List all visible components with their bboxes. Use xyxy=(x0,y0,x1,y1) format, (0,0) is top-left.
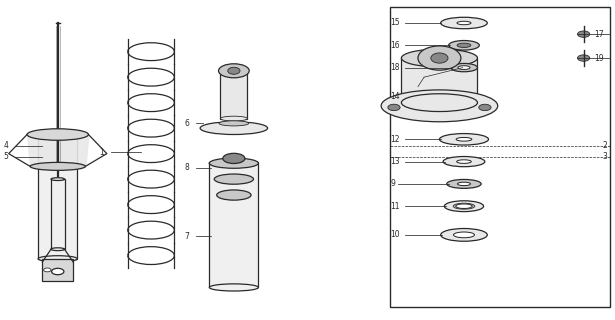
Text: 9: 9 xyxy=(391,180,395,188)
Bar xyxy=(42,259,73,281)
Bar xyxy=(391,7,610,307)
Text: 1: 1 xyxy=(99,148,104,156)
Text: 15: 15 xyxy=(391,19,400,28)
Bar xyxy=(209,163,258,287)
Ellipse shape xyxy=(51,178,65,180)
Ellipse shape xyxy=(38,132,77,138)
Text: 4: 4 xyxy=(3,141,8,150)
Ellipse shape xyxy=(219,121,248,126)
Ellipse shape xyxy=(446,180,481,188)
Ellipse shape xyxy=(456,138,472,141)
Ellipse shape xyxy=(453,232,474,238)
Ellipse shape xyxy=(209,284,258,291)
Text: 17: 17 xyxy=(595,30,605,39)
Ellipse shape xyxy=(402,94,477,112)
Ellipse shape xyxy=(453,203,475,209)
Ellipse shape xyxy=(440,133,488,145)
Bar xyxy=(38,134,77,259)
Text: 7: 7 xyxy=(184,232,189,241)
Ellipse shape xyxy=(220,116,247,121)
Ellipse shape xyxy=(200,122,268,134)
Text: 8: 8 xyxy=(184,164,189,172)
Ellipse shape xyxy=(381,90,498,122)
Text: 13: 13 xyxy=(391,157,400,166)
Text: 12: 12 xyxy=(391,135,400,144)
Ellipse shape xyxy=(441,228,487,241)
Ellipse shape xyxy=(577,55,590,61)
Ellipse shape xyxy=(418,46,461,70)
Ellipse shape xyxy=(402,49,477,67)
Ellipse shape xyxy=(456,204,472,208)
Ellipse shape xyxy=(577,31,590,37)
Text: 5: 5 xyxy=(3,152,8,161)
Ellipse shape xyxy=(457,21,471,25)
Text: 18: 18 xyxy=(391,63,400,72)
Text: 3: 3 xyxy=(602,152,607,161)
Circle shape xyxy=(388,104,400,111)
Ellipse shape xyxy=(457,160,471,164)
Text: 6: 6 xyxy=(184,119,189,128)
Bar xyxy=(220,71,247,119)
Ellipse shape xyxy=(51,248,65,251)
Ellipse shape xyxy=(214,174,253,184)
Ellipse shape xyxy=(218,64,249,78)
Ellipse shape xyxy=(441,17,487,29)
Ellipse shape xyxy=(431,53,448,63)
Ellipse shape xyxy=(443,156,485,167)
Ellipse shape xyxy=(458,182,470,186)
Ellipse shape xyxy=(209,160,258,167)
Text: 14: 14 xyxy=(390,92,399,101)
Bar xyxy=(51,179,65,249)
Text: 11: 11 xyxy=(391,202,400,211)
Ellipse shape xyxy=(450,63,477,72)
Bar xyxy=(402,58,477,103)
Circle shape xyxy=(478,104,491,111)
Text: 10: 10 xyxy=(391,230,400,239)
Circle shape xyxy=(52,268,64,275)
Ellipse shape xyxy=(27,129,89,140)
Ellipse shape xyxy=(216,190,251,200)
Ellipse shape xyxy=(458,66,470,69)
Ellipse shape xyxy=(209,158,258,168)
Ellipse shape xyxy=(38,256,77,262)
Text: 16: 16 xyxy=(391,41,400,50)
Text: 2: 2 xyxy=(602,141,607,150)
Ellipse shape xyxy=(223,153,245,164)
Ellipse shape xyxy=(448,41,479,50)
Ellipse shape xyxy=(444,201,483,212)
Circle shape xyxy=(44,268,51,272)
Text: 19: 19 xyxy=(595,53,605,62)
Ellipse shape xyxy=(30,162,85,170)
Ellipse shape xyxy=(457,43,471,47)
Ellipse shape xyxy=(228,67,240,74)
